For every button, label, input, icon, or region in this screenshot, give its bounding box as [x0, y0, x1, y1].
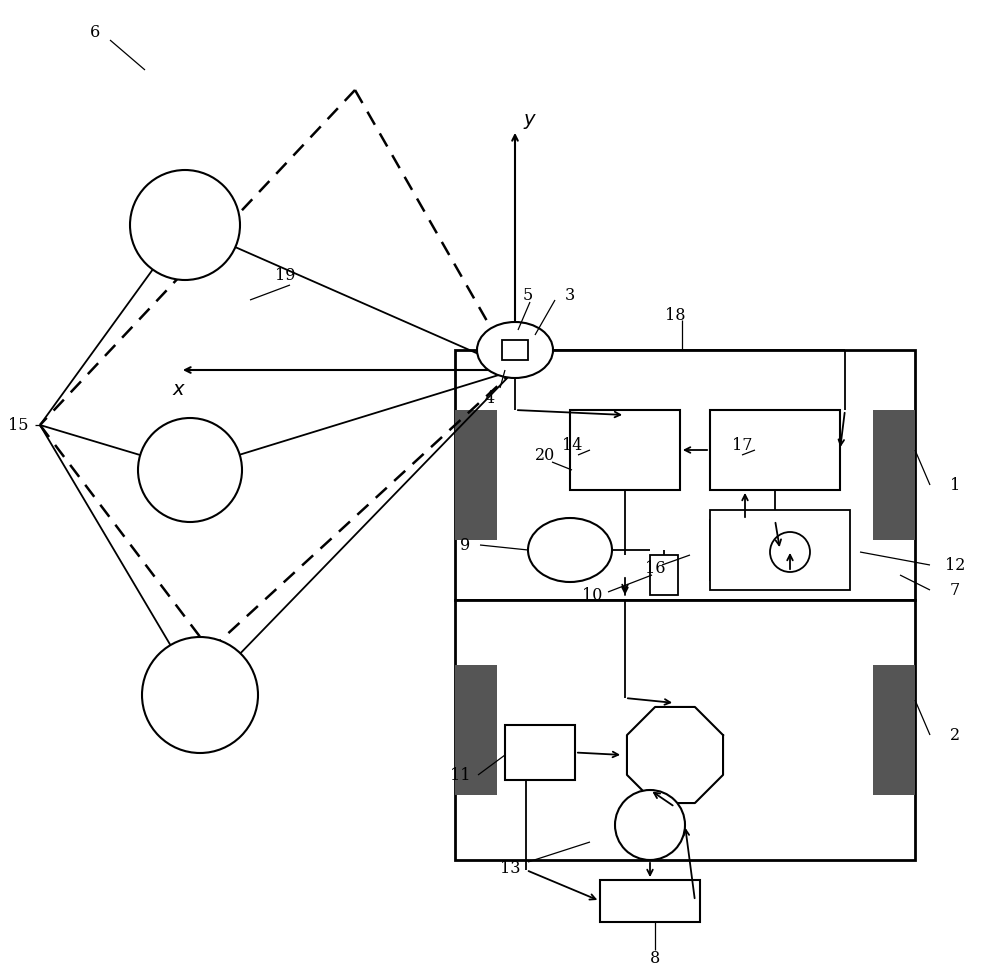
Text: 12: 12 — [945, 557, 965, 573]
Text: 4: 4 — [485, 389, 495, 407]
Bar — [455, 665, 497, 795]
Bar — [710, 410, 840, 490]
Text: 17: 17 — [732, 436, 752, 454]
Bar — [455, 410, 497, 540]
Ellipse shape — [477, 322, 553, 378]
Circle shape — [138, 418, 242, 522]
Text: 5: 5 — [523, 286, 533, 304]
Ellipse shape — [528, 518, 612, 582]
Circle shape — [770, 532, 810, 572]
Bar — [502, 340, 528, 360]
Bar — [455, 600, 915, 860]
Bar — [505, 725, 575, 780]
Text: 3: 3 — [565, 286, 575, 304]
Text: 11: 11 — [450, 766, 470, 783]
Text: 8: 8 — [650, 950, 660, 966]
Text: 14: 14 — [562, 436, 582, 454]
Bar — [710, 510, 850, 590]
Circle shape — [142, 637, 258, 753]
Circle shape — [130, 170, 240, 280]
Text: 18: 18 — [665, 307, 685, 323]
Text: 2: 2 — [950, 726, 960, 744]
Text: 6: 6 — [90, 24, 100, 40]
Text: $y$: $y$ — [523, 112, 537, 131]
Text: 15: 15 — [8, 416, 28, 433]
Circle shape — [615, 790, 685, 860]
Text: 20: 20 — [535, 447, 555, 464]
Bar — [650, 555, 678, 595]
Text: 7: 7 — [950, 581, 960, 599]
Bar — [600, 880, 700, 922]
Text: $x$: $x$ — [172, 381, 186, 399]
Bar — [710, 520, 780, 580]
Text: 1: 1 — [950, 476, 960, 494]
Text: 10: 10 — [582, 586, 602, 604]
Bar — [873, 665, 915, 795]
Bar — [455, 350, 915, 600]
Text: 13: 13 — [500, 859, 520, 876]
Text: 16: 16 — [645, 560, 665, 576]
Text: 19: 19 — [275, 267, 295, 283]
Bar — [873, 410, 915, 540]
Bar — [570, 410, 680, 490]
Text: 9: 9 — [460, 536, 470, 554]
